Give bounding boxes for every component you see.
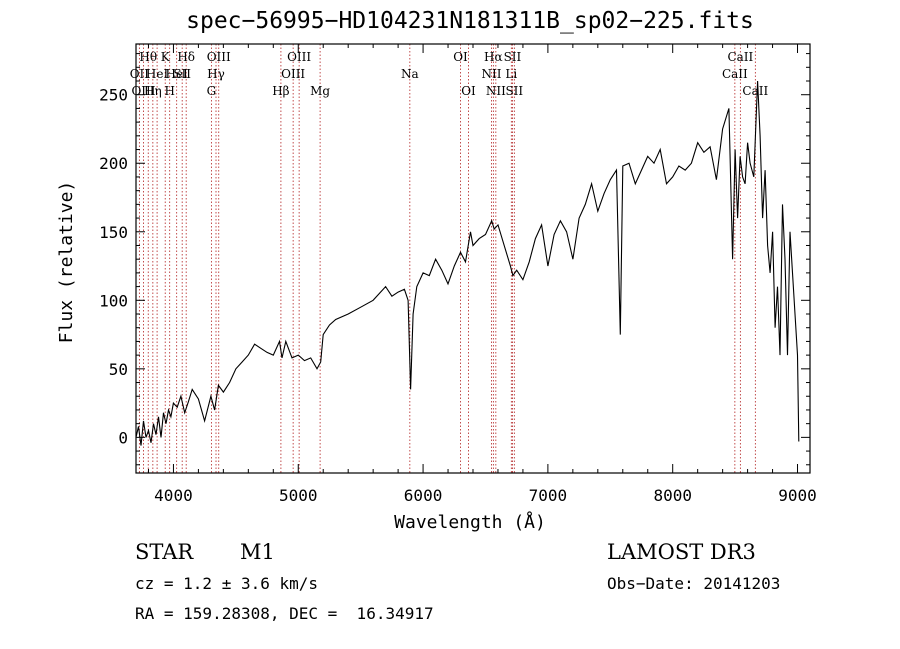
- line-marker-label: CaII: [742, 84, 768, 98]
- line-marker-label: NII: [486, 84, 506, 98]
- x-tick-label: 4000: [154, 486, 193, 505]
- line-marker-labels: OIIOIIIHθHηHeIKHHeISIIHδGHγOIIIHβOIIIOII…: [130, 50, 769, 98]
- y-tick-label: 100: [99, 291, 128, 310]
- line-marker-label: CaII: [727, 50, 753, 64]
- y-tick-label: 50: [109, 360, 128, 379]
- x-tick-label: 9000: [778, 486, 817, 505]
- y-tick-label: 0: [118, 428, 128, 447]
- obs-date: Obs−Date: 20141203: [607, 574, 781, 593]
- object-subclass: M1: [240, 540, 275, 564]
- survey-name: LAMOST DR3: [607, 540, 756, 564]
- line-marker-label: SII: [504, 50, 522, 64]
- line-marker-label: SII: [505, 84, 523, 98]
- line-marker-label: H: [164, 84, 174, 98]
- line-marker-label: OIII: [207, 50, 231, 64]
- y-tick-label: 250: [99, 86, 128, 105]
- line-marker-label: Hβ: [272, 84, 289, 98]
- x-tick-label: 5000: [279, 486, 318, 505]
- line-marker-label: Mg: [310, 84, 330, 98]
- y-tick-label: 200: [99, 154, 128, 173]
- line-marker-label: HeI: [146, 67, 169, 81]
- line-marker-label: G: [207, 84, 217, 98]
- object-class: STAR: [135, 540, 194, 564]
- line-marker-label: Li: [505, 67, 517, 81]
- spectrum-line: [135, 80, 800, 446]
- line-marker-label: CaII: [722, 67, 748, 81]
- line-marker-label: SII: [173, 67, 191, 81]
- plot-frame: [135, 43, 811, 474]
- ra-dec: RA = 159.28308, DEC = 16.34917: [135, 604, 434, 623]
- line-marker-label: Na: [401, 67, 419, 81]
- line-marker-label: OI: [453, 50, 468, 64]
- line-marker-label: Hη: [144, 84, 162, 98]
- y-axis-label: Flux (relative): [56, 181, 77, 344]
- line-marker-label: HeI: [166, 67, 189, 81]
- y-tick-label: 150: [99, 223, 128, 242]
- line-marker-label: NII: [481, 67, 501, 81]
- line-marker-label: Hθ: [139, 50, 157, 64]
- line-marker-label: OII: [130, 67, 150, 81]
- x-axis-ticks: 4000 5000 6000 7000 8000 9000: [147, 44, 817, 505]
- x-tick-label: 7000: [529, 486, 568, 505]
- cz-value: cz = 1.2 ± 3.6 km/s: [135, 574, 319, 593]
- chart-title: spec−56995−HD104231N181311B_sp02−225.fit…: [186, 8, 754, 34]
- line-marker-label: Hα: [484, 50, 503, 64]
- y-axis-ticks: 0 50 100 150 200 250: [99, 53, 810, 466]
- line-marker-label: Hγ: [207, 67, 225, 81]
- line-marker-label: OIII: [281, 67, 305, 81]
- line-marker-label: Hδ: [177, 50, 195, 64]
- x-axis-label: Wavelength (Å): [394, 511, 546, 533]
- line-marker-label: OI: [461, 84, 476, 98]
- x-tick-label: 6000: [404, 486, 443, 505]
- line-marker-label: OIII: [287, 50, 311, 64]
- line-markers: [138, 44, 756, 473]
- line-marker-label: K: [161, 50, 171, 64]
- x-tick-label: 8000: [653, 486, 692, 505]
